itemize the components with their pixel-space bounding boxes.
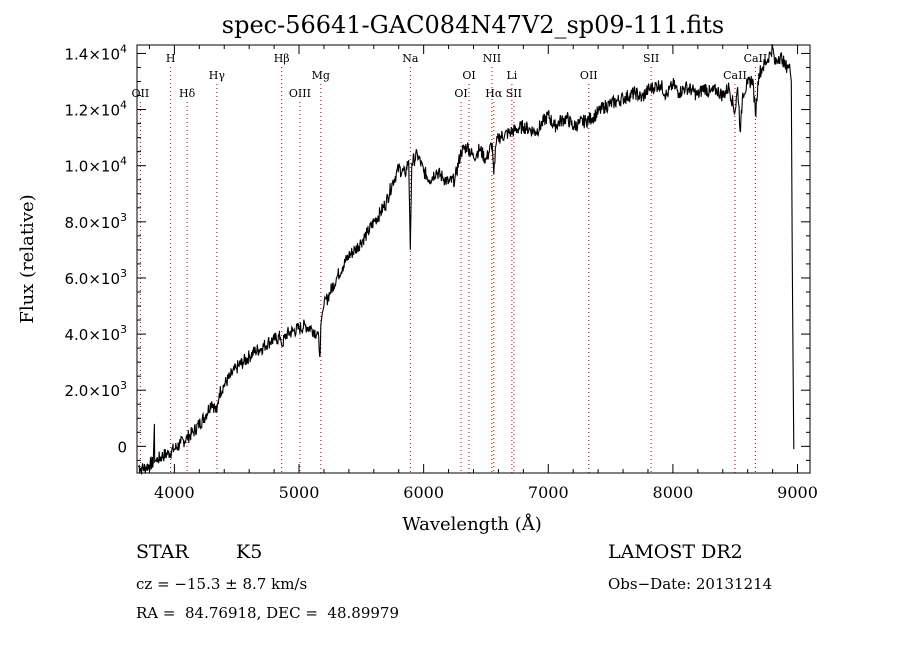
spectral-line-markers	[139, 67, 756, 473]
line-label: CaII	[723, 69, 747, 82]
line-label: Na	[402, 52, 419, 65]
chart-title: spec-56641-GAC084N47V2_sp09-111.fits	[222, 11, 724, 39]
line-label: Hα	[485, 87, 503, 100]
line-label: Hδ	[179, 87, 196, 100]
y-axis: 0 2.0×103 4.0×103 6.0×103 8.0×103 1.0×104 1.2×…	[64, 42, 810, 461]
line-label: NII	[483, 52, 501, 65]
observation-date: Obs−Date: 20131214	[608, 575, 773, 593]
line-label: SII	[643, 52, 659, 65]
object-subclass: K5	[236, 541, 263, 563]
line-label: CaII	[744, 52, 768, 65]
line-label: Hγ	[209, 69, 226, 82]
x-axis-label: Wavelength (Å)	[402, 513, 542, 535]
line-label: SII	[506, 87, 522, 100]
x-tick-label: 5000	[279, 483, 320, 502]
x-tick-label: 9000	[777, 483, 818, 502]
line-label: OI	[462, 69, 475, 82]
y-tick-label: 4.0×103	[64, 323, 127, 344]
y-tick-label: 1.2×104	[64, 99, 127, 120]
y-tick-label: 6.0×103	[64, 267, 127, 288]
line-label: OIII	[289, 87, 311, 100]
y-tick-label: 1.0×104	[64, 155, 127, 176]
line-label: Hβ	[274, 52, 290, 65]
line-label: OI	[454, 87, 467, 100]
x-tick-label: 4000	[154, 483, 195, 502]
redshift-cz: cz = −15.3 ± 8.7 km/s	[136, 575, 308, 593]
x-tick-label: 7000	[528, 483, 569, 502]
y-tick-label: 8.0×103	[64, 211, 127, 232]
y-tick-label: 2.0×103	[64, 379, 127, 400]
line-label: OII	[580, 69, 598, 82]
spectrum-line	[137, 44, 795, 475]
line-label: OII	[132, 87, 150, 100]
line-label: Mg	[312, 69, 330, 82]
x-tick-label: 8000	[653, 483, 694, 502]
x-tick-label: 6000	[403, 483, 444, 502]
line-label: H	[166, 52, 176, 65]
coordinates: RA = 84.76918, DEC = 48.89979	[136, 604, 400, 622]
y-tick-label: 0	[117, 438, 127, 456]
line-label: Li	[506, 69, 517, 82]
plot-frame	[136, 44, 811, 474]
y-axis-label: Flux (relative)	[17, 194, 38, 323]
x-axis: 4000 5000 6000 7000 8000 9000	[148, 45, 818, 502]
survey-name: LAMOST DR2	[608, 541, 743, 563]
object-class: STAR	[136, 541, 189, 563]
y-tick-label: 1.4×104	[64, 42, 127, 63]
